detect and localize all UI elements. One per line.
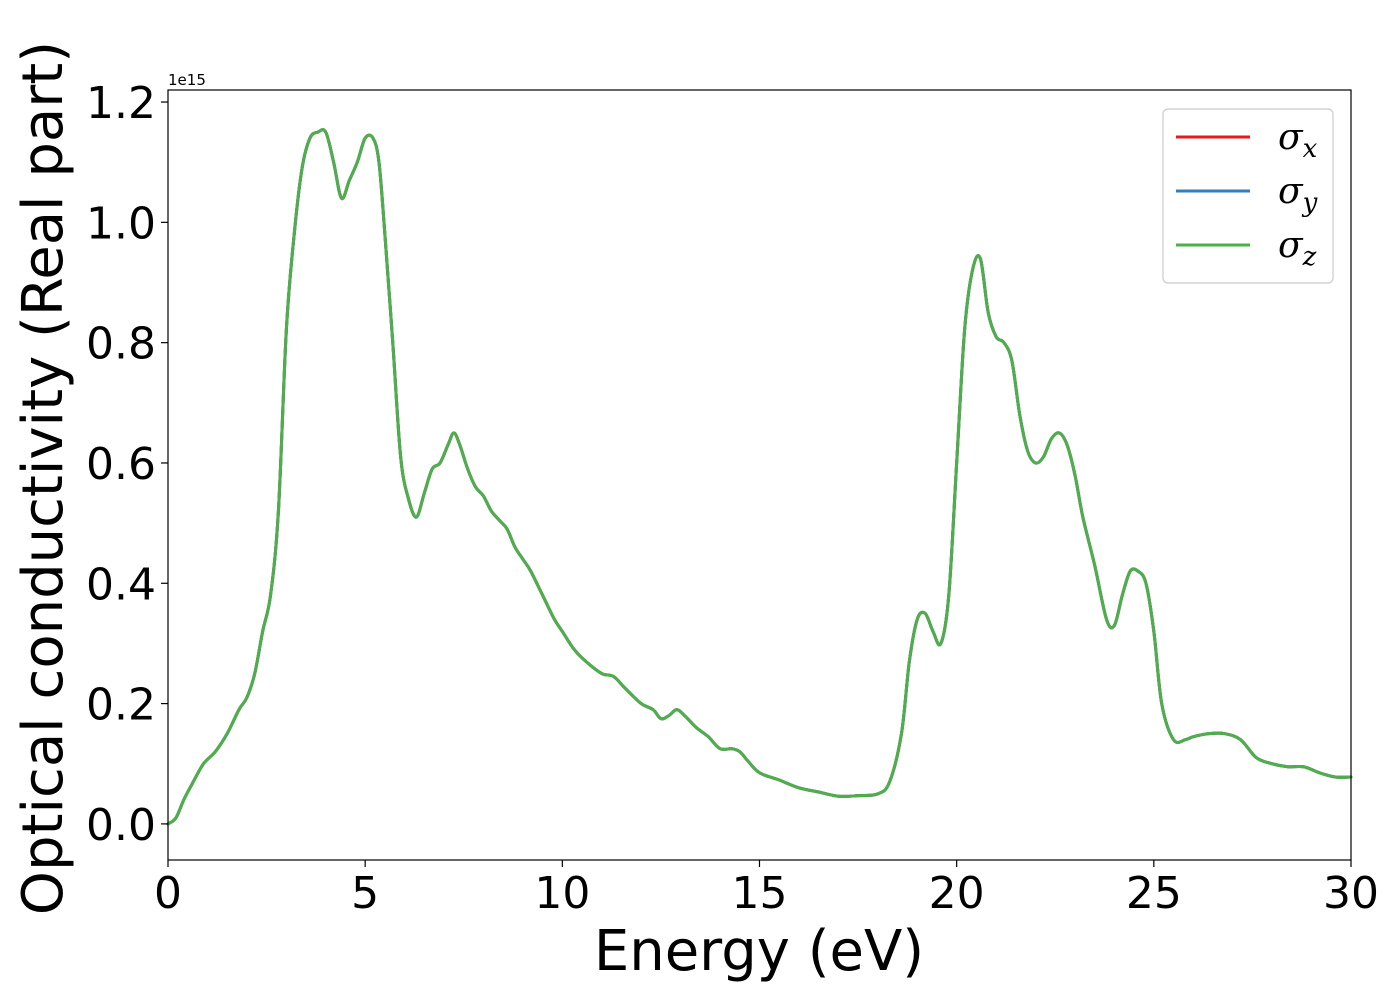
x-tick-label: 25 [1126, 868, 1182, 919]
y-tick-label: 1.2 [86, 78, 156, 129]
x-tick-label: 0 [154, 868, 182, 919]
y-tick-label: 1.0 [86, 198, 156, 249]
legend-box [1162, 108, 1334, 284]
x-axis-label: Energy (eV) [594, 919, 924, 984]
x-tick-label: 20 [929, 868, 985, 919]
y-axis-ticks: 0.0 0.2 0.4 0.6 0.8 1.0 1.2 [86, 78, 168, 851]
x-tick-label: 10 [534, 868, 590, 919]
y-tick-label: 0.0 [86, 800, 156, 851]
y-tick-label: 0.4 [86, 559, 156, 610]
y-offset-label: 1e15 [168, 71, 206, 89]
x-tick-label: 15 [732, 868, 788, 919]
series-line-sigma-z [166, 128, 1353, 826]
series-lines [166, 128, 1353, 826]
x-tick-label: 5 [351, 868, 379, 919]
x-axis-ticks: 0 5 10 15 20 25 30 [154, 860, 1379, 919]
y-tick-label: 0.6 [86, 439, 156, 490]
y-tick-label: 0.8 [86, 319, 156, 370]
y-axis-label: Optical conductivity (Real part) [11, 41, 76, 915]
x-tick-label: 30 [1323, 868, 1379, 919]
y-tick-label: 0.2 [86, 680, 156, 731]
